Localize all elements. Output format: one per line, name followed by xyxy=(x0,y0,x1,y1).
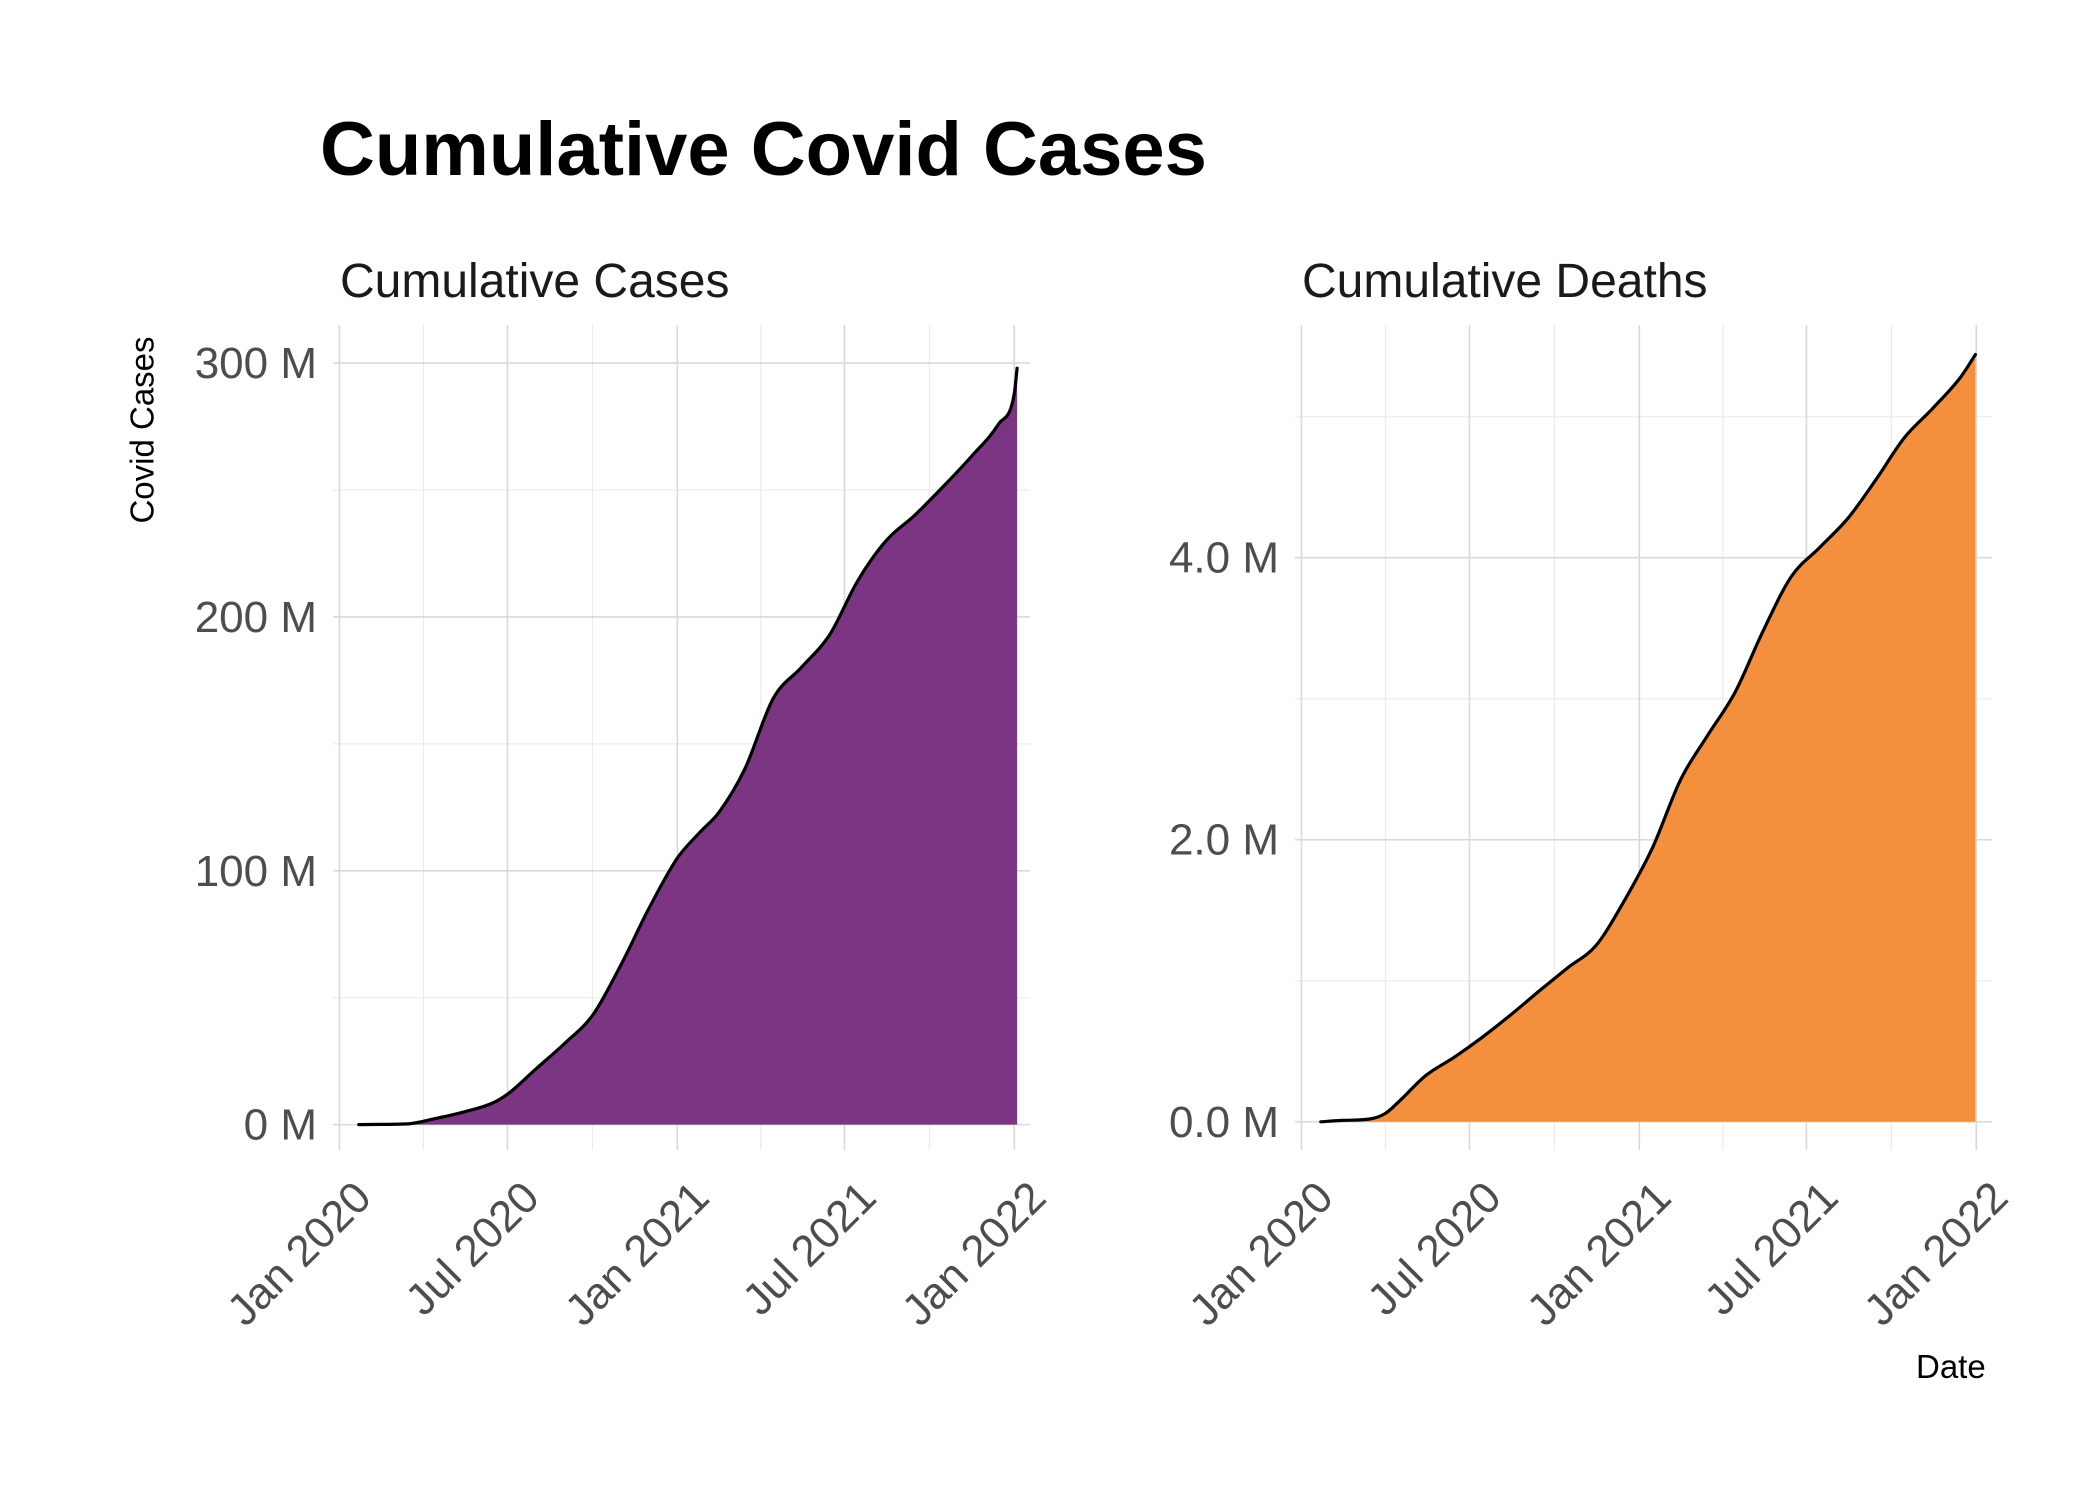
deaths-y-tick-label: 2.0 M xyxy=(1169,816,1279,865)
cases-line xyxy=(357,366,1019,1127)
cases-y-tick-label: 100 M xyxy=(195,847,317,896)
cases-y-tick-label: 200 M xyxy=(195,593,317,642)
cases-x-tick-label: Jul 2020 xyxy=(396,1173,548,1325)
cases-y-tick-label: 0 M xyxy=(244,1101,317,1150)
chart-title: Cumulative Covid Cases xyxy=(320,107,1207,192)
deaths-area xyxy=(1320,354,1976,1122)
deaths-x-tick-label: Jul 2021 xyxy=(1695,1172,1847,1324)
cases-panel-title: Cumulative Cases xyxy=(340,255,730,308)
deaths-x-tick-label: Jul 2020 xyxy=(1358,1173,1510,1325)
deaths-x-tick-label: Jan 2021 xyxy=(1518,1172,1681,1335)
deaths-panel-title: Cumulative Deaths xyxy=(1302,255,1708,308)
cases-x-tick-label: Jul 2021 xyxy=(733,1172,885,1324)
deaths-line xyxy=(1319,353,1977,1124)
deaths-y-tick-label: 4.0 M xyxy=(1169,534,1279,583)
cases-x-tick-label: Jan 2021 xyxy=(556,1172,719,1335)
x-axis-label: Date xyxy=(1916,1348,1986,1385)
cases-area xyxy=(358,368,1018,1125)
cases-y-tick-label: 300 M xyxy=(195,339,317,388)
deaths-x-tick-label: Jan 2022 xyxy=(1855,1172,2018,1335)
cases-x-tick-label: Jan 2020 xyxy=(218,1173,381,1336)
deaths-x-tick-label: Jan 2020 xyxy=(1180,1173,1343,1336)
cases-x-tick-label: Jan 2022 xyxy=(893,1172,1056,1335)
deaths-y-tick-label: 0.0 M xyxy=(1169,1098,1279,1147)
